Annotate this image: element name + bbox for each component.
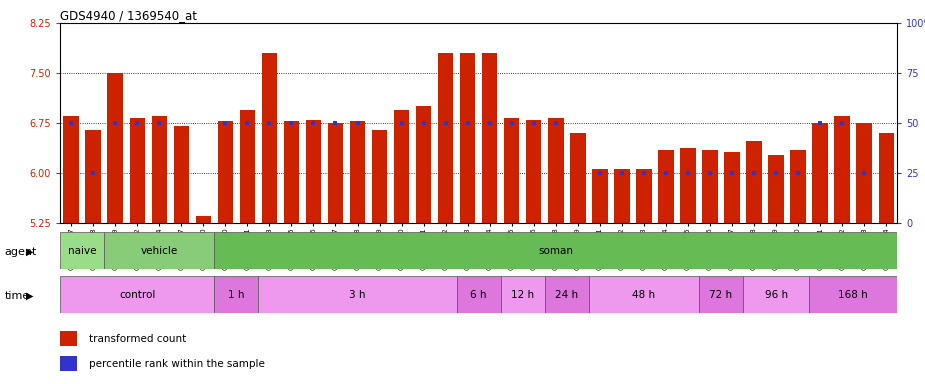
Text: ▶: ▶ [26,247,33,257]
Bar [64,116,79,223]
Bar [215,276,258,313]
Text: 96 h: 96 h [765,290,788,300]
Bar [570,133,586,223]
Bar [60,331,77,346]
Bar [240,109,255,223]
Bar [879,133,894,223]
Bar [743,276,809,313]
Bar [107,73,123,223]
Bar [500,276,545,313]
Text: 72 h: 72 h [709,290,733,300]
Text: percentile rank within the sample: percentile rank within the sample [90,359,265,369]
Text: time: time [5,291,30,301]
Text: 6 h: 6 h [471,290,487,300]
Bar [614,169,630,223]
Bar [812,123,828,223]
Bar [372,129,388,223]
Text: soman: soman [538,245,574,256]
Bar [769,155,783,223]
Bar [174,126,189,223]
Text: control: control [119,290,155,300]
Text: 168 h: 168 h [838,290,868,300]
Bar [592,169,608,223]
Bar [680,147,696,223]
Text: vehicle: vehicle [141,245,178,256]
Bar [724,152,740,223]
Bar [60,232,105,269]
Text: 12 h: 12 h [512,290,535,300]
Text: agent: agent [5,247,37,257]
Bar [438,53,453,223]
Bar [195,216,211,223]
Bar [549,118,563,223]
Bar [482,53,498,223]
Bar [284,121,299,223]
Bar [809,276,897,313]
Text: 3 h: 3 h [350,290,365,300]
Bar [457,276,500,313]
Bar [699,276,743,313]
Text: 48 h: 48 h [633,290,656,300]
Bar [857,123,872,223]
Text: naive: naive [68,245,96,256]
Text: GDS4940 / 1369540_at: GDS4940 / 1369540_at [60,9,197,22]
Bar [416,106,431,223]
Bar [659,149,673,223]
Bar [504,118,520,223]
Bar [790,149,806,223]
Bar [545,276,589,313]
Bar [217,121,233,223]
Bar [306,119,321,223]
Bar [746,141,762,223]
Text: 24 h: 24 h [555,290,578,300]
Bar [589,276,699,313]
Bar [130,118,145,223]
Bar [702,149,718,223]
Text: 1 h: 1 h [228,290,244,300]
Bar [152,116,167,223]
Bar [460,53,475,223]
Text: ▶: ▶ [26,291,33,301]
Text: transformed count: transformed count [90,334,187,344]
Bar [262,53,278,223]
Bar [327,123,343,223]
Bar [215,232,897,269]
Bar [258,276,457,313]
Bar [60,276,215,313]
Bar [85,129,101,223]
Bar [636,169,651,223]
Bar [60,356,77,371]
Bar [105,232,215,269]
Bar [834,116,850,223]
Bar [394,109,409,223]
Bar [350,121,365,223]
Bar [526,119,541,223]
